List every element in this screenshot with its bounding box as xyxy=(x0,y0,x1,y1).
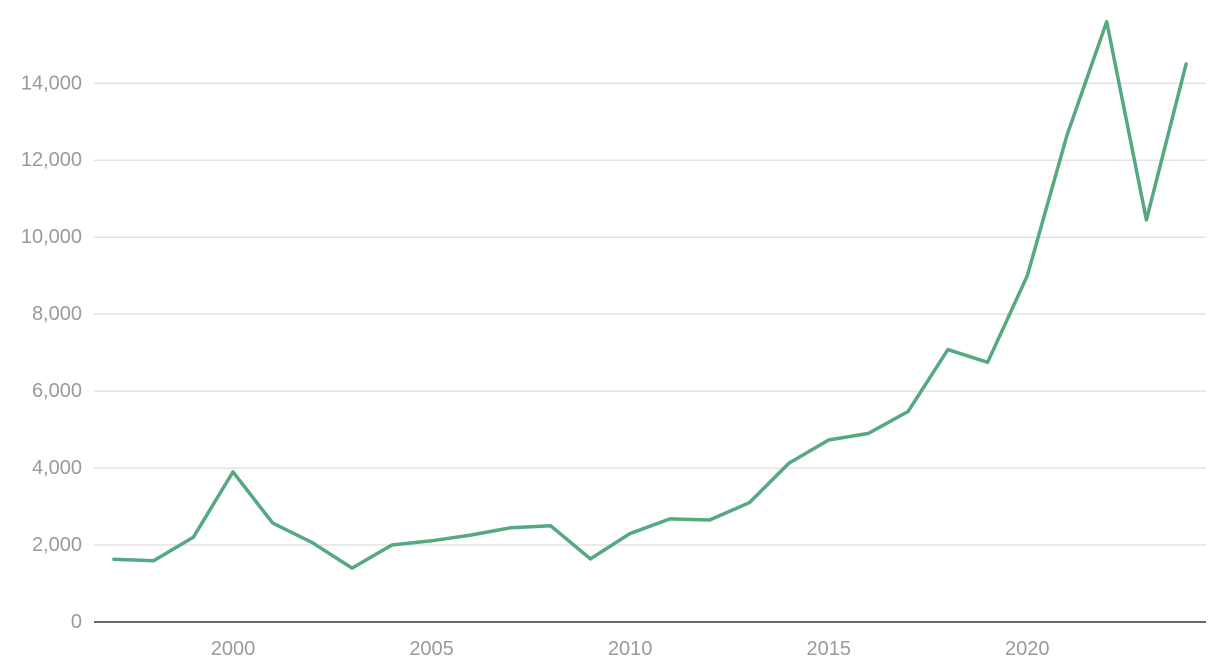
data-point xyxy=(311,541,314,544)
y-tick-label: 12,000 xyxy=(21,149,82,171)
data-point xyxy=(907,410,910,413)
x-axis-tick-labels: 2000 2005 2010 2015 2020 xyxy=(211,638,1050,660)
data-point xyxy=(390,544,393,547)
data-point xyxy=(867,432,870,435)
y-tick-label: 14,000 xyxy=(21,72,82,94)
gridlines xyxy=(94,82,1206,546)
x-tick-label: 2010 xyxy=(608,638,653,660)
data-point xyxy=(946,348,949,351)
data-point xyxy=(430,539,433,542)
data-point xyxy=(986,361,989,364)
x-tick-label: 2020 xyxy=(1005,638,1050,660)
data-point xyxy=(1066,134,1069,137)
data-point xyxy=(549,524,552,527)
data-point xyxy=(589,557,592,560)
data-point xyxy=(510,526,513,529)
data-point xyxy=(708,519,711,522)
data-point xyxy=(788,462,791,465)
data-point xyxy=(470,534,473,537)
data-point xyxy=(192,536,195,539)
series-line-0 xyxy=(112,19,1188,570)
data-point xyxy=(1185,63,1188,66)
data-point xyxy=(1105,20,1108,23)
data-point xyxy=(152,559,155,562)
data-point xyxy=(1145,218,1148,221)
data-point xyxy=(271,522,274,525)
data-point xyxy=(668,517,671,520)
y-tick-label: 8,000 xyxy=(32,303,82,325)
x-tick-label: 2005 xyxy=(409,638,454,660)
y-tick-label: 4,000 xyxy=(32,457,82,479)
data-point xyxy=(748,501,751,504)
y-tick-label: 0 xyxy=(71,611,82,633)
y-tick-label: 6,000 xyxy=(32,380,82,402)
y-axis-tick-labels: 0 2,000 4,000 6,000 8,000 10,000 12,000 14,000 xyxy=(21,72,82,633)
data-point xyxy=(827,438,830,441)
x-tick-label: 2000 xyxy=(211,638,256,660)
data-point xyxy=(112,558,115,561)
data-point xyxy=(1026,274,1029,277)
data-point xyxy=(351,567,354,570)
series-layer xyxy=(112,19,1188,570)
x-tick-label: 2015 xyxy=(806,638,851,660)
y-tick-label: 10,000 xyxy=(21,226,82,248)
data-point xyxy=(232,470,235,473)
data-point xyxy=(629,532,632,535)
y-tick-label: 2,000 xyxy=(32,534,82,556)
